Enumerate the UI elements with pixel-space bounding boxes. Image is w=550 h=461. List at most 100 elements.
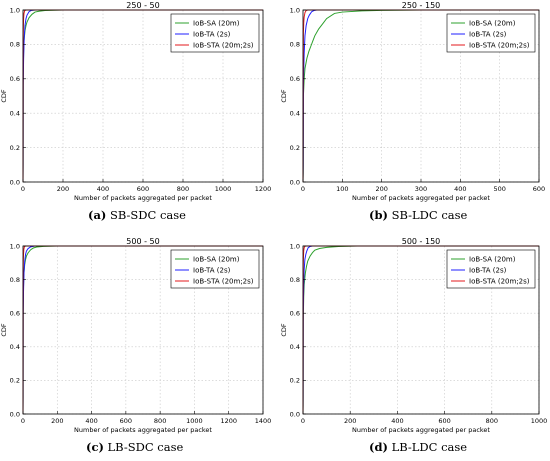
chart-a-legend-box (170, 13, 260, 53)
chart-c-xlabel: Number of packets aggregated per packet (74, 426, 212, 434)
chart-panel-b: 0 100 200 300 400 500 600 0.0 0.2 0.4 0.6 0.8 1.0 250… (275, 0, 550, 230)
caption-c: (c) LB-SDC case (86, 440, 183, 454)
chart-c-ytick-label-3: 0.6 (10, 310, 20, 318)
chart-c-xtick-label-4: 800 (154, 417, 166, 425)
chart-b-ytick-label-4: 0.8 (290, 41, 300, 49)
chart-d: 0 200 400 600 800 1000 0.0 0.2 0.4 0.6 0.8 1.0 500 -… (280, 237, 548, 434)
chart-c: 0 200 400 600 800 1000 1200 1400 0.0 0.2 0.4 0.6 0.8… (0, 237, 272, 434)
chart-c-xtick-label-2: 400 (85, 417, 97, 425)
chart-a-xtick-label-4: 800 (177, 185, 189, 193)
chart-panel-a: 0 200 400 600 800 1000 1200 0.0 0.2 0.4 0.6 0.8 1.0 2… (0, 0, 275, 230)
chart-b-xtick-label-2: 200 (375, 185, 387, 193)
chart-a-legend-label-1: IoB-TA (2s) (193, 31, 231, 39)
chart-d-xtick-label-0: 0 (301, 417, 305, 425)
chart-d-ytick-label-3: 0.6 (290, 310, 300, 318)
chart-c-ytick-label-5: 1.0 (10, 242, 20, 250)
chart-a-xtick-label-3: 600 (137, 185, 149, 193)
chart-c-ylabel: CDF (0, 323, 8, 337)
chart-a-ytick-label-4: 0.8 (10, 41, 20, 49)
chart-c-axes-frame (22, 245, 264, 415)
chart-d-ytick-label-0: 0.0 (290, 410, 300, 418)
caption-a-text: SB-SDC case (110, 208, 186, 222)
chart-c-xtick-label-5: 1000 (186, 417, 203, 425)
chart-d-ytick-label-2: 0.4 (290, 343, 300, 351)
chart-a-ytick-label-0: 0.0 (10, 178, 20, 186)
chart-d-xlabel: Number of packets aggregated per packet (352, 426, 490, 434)
chart-b-legend-box (446, 13, 536, 53)
chart-d-xtick-label-5: 1000 (531, 417, 548, 425)
chart-a-ytick-label-1: 0.2 (10, 144, 20, 152)
chart-c-legend-label-2: IoB-STA (20m;2s) (193, 278, 254, 286)
chart-a-ytick-label-2: 0.4 (10, 110, 20, 118)
chart-b-xtick-label-4: 400 (454, 185, 466, 193)
caption-b: (b) SB-LDC case (369, 208, 467, 222)
chart-d-legend-label-1: IoB-TA (2s) (469, 267, 507, 275)
chart-b-ytick-label-5: 1.0 (290, 6, 300, 14)
chart-d-axes-frame (302, 245, 540, 415)
chart-c-xtick-label-1: 200 (51, 417, 63, 425)
chart-a-xlabel: Number of packets aggregated per packet (74, 194, 212, 202)
chart-b-xlabel: Number of packets aggregated per packet (352, 194, 490, 202)
chart-a-xtick-label-0: 0 (21, 185, 25, 193)
chart-a-ylabel: CDF (0, 89, 8, 103)
caption-b-letter: (b) (369, 208, 388, 222)
chart-b-xtick-label-0: 0 (301, 185, 305, 193)
chart-c-xtick-label-3: 600 (120, 417, 132, 425)
chart-a-legend-label-2: IoB-STA (20m;2s) (193, 42, 254, 50)
chart-b-xtick-label-6: 600 (533, 185, 545, 193)
chart-a-legend-label-0: IoB-SA (20m) (193, 20, 240, 28)
chart-d-ytick-label-1: 0.2 (290, 377, 300, 385)
chart-b-ytick-label-1: 0.2 (290, 144, 300, 152)
chart-b: 0 100 200 300 400 500 600 0.0 0.2 0.4 0.6 0.8 1.0 250… (280, 1, 545, 202)
chart-c-ytick-label-0: 0.0 (10, 410, 20, 418)
chart-d-xtick-label-2: 400 (391, 417, 403, 425)
chart-c-ytick-label-2: 0.4 (10, 343, 20, 351)
chart-b-ytick-label-2: 0.4 (290, 110, 300, 118)
chart-c-ytick-label-1: 0.2 (10, 377, 20, 385)
chart-a-ytick-label-5: 1.0 (10, 6, 20, 14)
caption-c-letter: (c) (86, 440, 104, 454)
chart-b-title: 250 - 150 (402, 1, 441, 10)
chart-c-legend-box (170, 249, 260, 289)
chart-a-xtick-label-5: 1000 (215, 185, 232, 193)
chart-b-ytick-label-0: 0.0 (290, 178, 300, 186)
chart-a-xtick-label-2: 400 (97, 185, 109, 193)
chart-b-legend-label-1: IoB-TA (2s) (469, 31, 507, 39)
chart-c-xtick-label-7: 1400 (255, 417, 272, 425)
chart-c-xtick-label-0: 0 (21, 417, 25, 425)
chart-d-xtick-label-4: 800 (486, 417, 498, 425)
chart-a-xtick-label-1: 200 (57, 185, 69, 193)
chart-c-ytick-label-4: 0.8 (10, 276, 20, 284)
chart-d-title: 500 - 150 (402, 237, 441, 246)
chart-b-xtick-label-1: 100 (336, 185, 348, 193)
chart-a-title: 250 - 50 (126, 1, 159, 10)
caption-d-text: LB-LDC case (391, 440, 468, 454)
chart-b-ytick-label-3: 0.6 (290, 75, 300, 83)
chart-a: 0 200 400 600 800 1000 1200 0.0 0.2 0.4 0.6 0.8 1.0 2… (0, 1, 272, 202)
caption-d-letter: (d) (369, 440, 388, 454)
chart-d-ylabel: CDF (280, 323, 288, 337)
caption-b-text: SB-LDC case (391, 208, 468, 222)
chart-d-xtick-label-1: 200 (344, 417, 356, 425)
chart-d-xtick-label-3: 600 (438, 417, 450, 425)
chart-c-title: 500 - 50 (126, 237, 159, 246)
chart-a-xtick-label-6: 1200 (255, 185, 272, 193)
chart-c-legend-label-0: IoB-SA (20m) (193, 256, 240, 264)
caption-a-letter: (a) (88, 208, 107, 222)
caption-d: (d) LB-LDC case (369, 440, 467, 454)
chart-panel-d: 0 200 400 600 800 1000 0.0 0.2 0.4 0.6 0.8 1.0 500 -… (275, 236, 550, 461)
chart-d-legend-box (446, 249, 536, 289)
chart-c-xtick-label-6: 1200 (220, 417, 237, 425)
chart-d-ytick-label-5: 1.0 (290, 242, 300, 250)
chart-b-legend-label-2: IoB-STA (20m;2s) (469, 42, 530, 50)
chart-b-xtick-label-5: 500 (493, 185, 505, 193)
chart-b-ylabel: CDF (280, 89, 288, 103)
chart-b-legend-label-0: IoB-SA (20m) (469, 20, 516, 28)
caption-c-text: LB-SDC case (107, 440, 184, 454)
caption-a: (a) SB-SDC case (88, 208, 186, 222)
chart-panel-c: 0 200 400 600 800 1000 1200 1400 0.0 0.2 0.4 0.6 0.8… (0, 236, 275, 461)
chart-d-legend-label-2: IoB-STA (20m;2s) (469, 278, 530, 286)
chart-b-xtick-label-3: 300 (415, 185, 427, 193)
chart-c-legend-label-1: IoB-TA (2s) (193, 267, 231, 275)
chart-d-legend-label-0: IoB-SA (20m) (469, 256, 516, 264)
